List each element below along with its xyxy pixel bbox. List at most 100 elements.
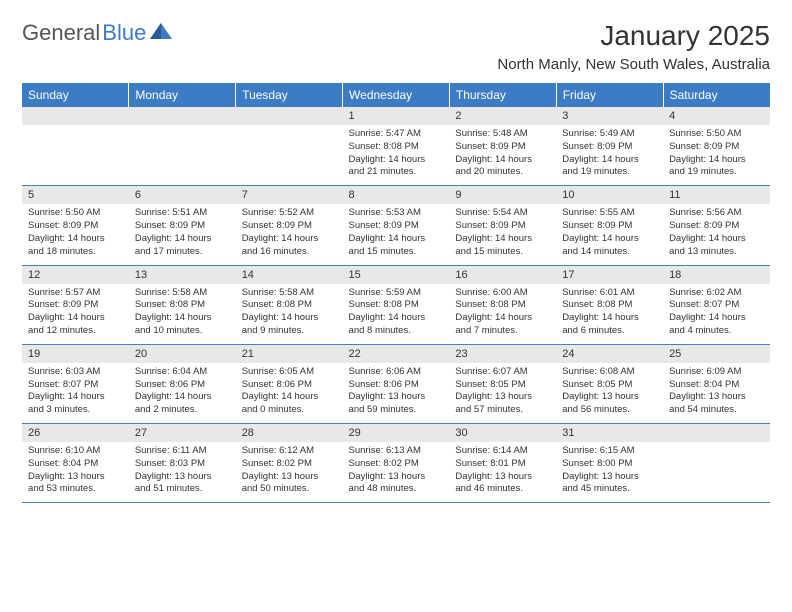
sunset-text: Sunset: 8:06 PM xyxy=(349,379,444,392)
daylight-text: Daylight: 14 hours and 8 minutes. xyxy=(349,312,444,338)
day-content: Sunrise: 5:47 AMSunset: 8:08 PMDaylight:… xyxy=(343,125,450,185)
day-content: Sunrise: 5:50 AMSunset: 8:09 PMDaylight:… xyxy=(663,125,770,185)
sunrise-text: Sunrise: 6:12 AM xyxy=(242,445,337,458)
day-number: 4 xyxy=(663,107,770,125)
sunset-text: Sunset: 8:00 PM xyxy=(562,458,657,471)
day-content: Sunrise: 6:09 AMSunset: 8:04 PMDaylight:… xyxy=(663,363,770,423)
daylight-text: Daylight: 14 hours and 0 minutes. xyxy=(242,391,337,417)
day-content: Sunrise: 6:12 AMSunset: 8:02 PMDaylight:… xyxy=(236,442,343,502)
day-number: 14 xyxy=(236,266,343,284)
day-content: Sunrise: 5:53 AMSunset: 8:09 PMDaylight:… xyxy=(343,204,450,264)
day-number: 29 xyxy=(343,424,450,442)
calendar-table: Sunday Monday Tuesday Wednesday Thursday… xyxy=(22,83,770,503)
sunrise-text: Sunrise: 5:56 AM xyxy=(669,207,764,220)
day-content: Sunrise: 6:02 AMSunset: 8:07 PMDaylight:… xyxy=(663,284,770,344)
day-content: Sunrise: 5:52 AMSunset: 8:09 PMDaylight:… xyxy=(236,204,343,264)
day-number: 10 xyxy=(556,186,663,204)
calendar-week-row: 26Sunrise: 6:10 AMSunset: 8:04 PMDayligh… xyxy=(22,424,770,503)
daylight-text: Daylight: 13 hours and 57 minutes. xyxy=(455,391,550,417)
day-content: Sunrise: 5:55 AMSunset: 8:09 PMDaylight:… xyxy=(556,204,663,264)
sunrise-text: Sunrise: 5:51 AM xyxy=(135,207,230,220)
sunset-text: Sunset: 8:01 PM xyxy=(455,458,550,471)
sunrise-text: Sunrise: 6:11 AM xyxy=(135,445,230,458)
sunrise-text: Sunrise: 5:55 AM xyxy=(562,207,657,220)
location-text: North Manly, New South Wales, Australia xyxy=(497,56,770,73)
calendar-cell: 16Sunrise: 6:00 AMSunset: 8:08 PMDayligh… xyxy=(449,265,556,344)
day-content: Sunrise: 6:14 AMSunset: 8:01 PMDaylight:… xyxy=(449,442,556,502)
sunset-text: Sunset: 8:07 PM xyxy=(28,379,123,392)
day-number: 3 xyxy=(556,107,663,125)
day-content: Sunrise: 6:13 AMSunset: 8:02 PMDaylight:… xyxy=(343,442,450,502)
sunset-text: Sunset: 8:08 PM xyxy=(242,299,337,312)
day-content: Sunrise: 6:03 AMSunset: 8:07 PMDaylight:… xyxy=(22,363,129,423)
sunset-text: Sunset: 8:06 PM xyxy=(242,379,337,392)
sunset-text: Sunset: 8:04 PM xyxy=(669,379,764,392)
sunrise-text: Sunrise: 5:52 AM xyxy=(242,207,337,220)
day-header: Friday xyxy=(556,83,663,107)
calendar-week-row: 19Sunrise: 6:03 AMSunset: 8:07 PMDayligh… xyxy=(22,344,770,423)
day-content: Sunrise: 5:56 AMSunset: 8:09 PMDaylight:… xyxy=(663,204,770,264)
sunset-text: Sunset: 8:09 PM xyxy=(669,220,764,233)
logo: GeneralBlue xyxy=(22,20,172,46)
daylight-text: Daylight: 13 hours and 51 minutes. xyxy=(135,471,230,497)
sunrise-text: Sunrise: 6:03 AM xyxy=(28,366,123,379)
sunset-text: Sunset: 8:08 PM xyxy=(349,141,444,154)
calendar-cell: 24Sunrise: 6:08 AMSunset: 8:05 PMDayligh… xyxy=(556,344,663,423)
sunset-text: Sunset: 8:09 PM xyxy=(562,220,657,233)
day-number: 11 xyxy=(663,186,770,204)
day-number: 12 xyxy=(22,266,129,284)
calendar-cell: 23Sunrise: 6:07 AMSunset: 8:05 PMDayligh… xyxy=(449,344,556,423)
daylight-text: Daylight: 14 hours and 12 minutes. xyxy=(28,312,123,338)
day-number: 17 xyxy=(556,266,663,284)
daylight-text: Daylight: 14 hours and 15 minutes. xyxy=(455,233,550,259)
daylight-text: Daylight: 14 hours and 4 minutes. xyxy=(669,312,764,338)
calendar-cell: 4Sunrise: 5:50 AMSunset: 8:09 PMDaylight… xyxy=(663,107,770,186)
day-number: 26 xyxy=(22,424,129,442)
sunrise-text: Sunrise: 5:58 AM xyxy=(135,287,230,300)
sunset-text: Sunset: 8:06 PM xyxy=(135,379,230,392)
daylight-text: Daylight: 14 hours and 19 minutes. xyxy=(669,154,764,180)
day-content: Sunrise: 6:07 AMSunset: 8:05 PMDaylight:… xyxy=(449,363,556,423)
day-content: Sunrise: 5:58 AMSunset: 8:08 PMDaylight:… xyxy=(129,284,236,344)
calendar-header-row: Sunday Monday Tuesday Wednesday Thursday… xyxy=(22,83,770,107)
daylight-text: Daylight: 13 hours and 45 minutes. xyxy=(562,471,657,497)
day-content xyxy=(22,125,129,185)
day-content: Sunrise: 5:51 AMSunset: 8:09 PMDaylight:… xyxy=(129,204,236,264)
day-content: Sunrise: 5:48 AMSunset: 8:09 PMDaylight:… xyxy=(449,125,556,185)
day-number: 24 xyxy=(556,345,663,363)
daylight-text: Daylight: 14 hours and 16 minutes. xyxy=(242,233,337,259)
calendar-cell: 19Sunrise: 6:03 AMSunset: 8:07 PMDayligh… xyxy=(22,344,129,423)
sunset-text: Sunset: 8:09 PM xyxy=(242,220,337,233)
sunset-text: Sunset: 8:09 PM xyxy=(455,141,550,154)
sunrise-text: Sunrise: 6:07 AM xyxy=(455,366,550,379)
day-content: Sunrise: 6:15 AMSunset: 8:00 PMDaylight:… xyxy=(556,442,663,502)
sunrise-text: Sunrise: 6:10 AM xyxy=(28,445,123,458)
calendar-cell: 10Sunrise: 5:55 AMSunset: 8:09 PMDayligh… xyxy=(556,186,663,265)
day-header: Sunday xyxy=(22,83,129,107)
calendar-cell: 26Sunrise: 6:10 AMSunset: 8:04 PMDayligh… xyxy=(22,424,129,503)
sunset-text: Sunset: 8:09 PM xyxy=(669,141,764,154)
day-number: 2 xyxy=(449,107,556,125)
daylight-text: Daylight: 14 hours and 3 minutes. xyxy=(28,391,123,417)
day-number: 20 xyxy=(129,345,236,363)
sunrise-text: Sunrise: 5:50 AM xyxy=(669,128,764,141)
day-content: Sunrise: 5:58 AMSunset: 8:08 PMDaylight:… xyxy=(236,284,343,344)
calendar-cell xyxy=(129,107,236,186)
sunrise-text: Sunrise: 5:47 AM xyxy=(349,128,444,141)
calendar-cell: 25Sunrise: 6:09 AMSunset: 8:04 PMDayligh… xyxy=(663,344,770,423)
sunset-text: Sunset: 8:08 PM xyxy=(349,299,444,312)
sunrise-text: Sunrise: 6:14 AM xyxy=(455,445,550,458)
daylight-text: Daylight: 14 hours and 19 minutes. xyxy=(562,154,657,180)
day-header: Monday xyxy=(129,83,236,107)
calendar-cell: 22Sunrise: 6:06 AMSunset: 8:06 PMDayligh… xyxy=(343,344,450,423)
sunset-text: Sunset: 8:09 PM xyxy=(349,220,444,233)
day-header: Wednesday xyxy=(343,83,450,107)
sunset-text: Sunset: 8:02 PM xyxy=(242,458,337,471)
sunrise-text: Sunrise: 6:04 AM xyxy=(135,366,230,379)
daylight-text: Daylight: 14 hours and 20 minutes. xyxy=(455,154,550,180)
daylight-text: Daylight: 13 hours and 50 minutes. xyxy=(242,471,337,497)
daylight-text: Daylight: 13 hours and 59 minutes. xyxy=(349,391,444,417)
day-header: Tuesday xyxy=(236,83,343,107)
day-number: 18 xyxy=(663,266,770,284)
calendar-cell: 7Sunrise: 5:52 AMSunset: 8:09 PMDaylight… xyxy=(236,186,343,265)
